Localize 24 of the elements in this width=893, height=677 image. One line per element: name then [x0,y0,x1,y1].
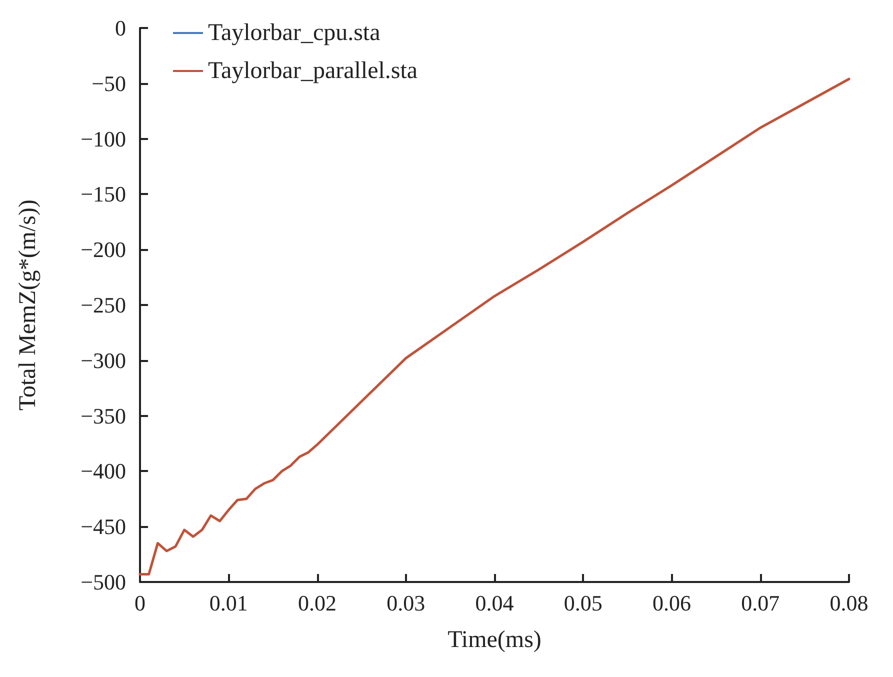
x-tick-label: 0 [134,590,146,616]
legend-label: Taylorbar_parallel.sta [208,58,418,84]
x-tick-label: 0.01 [209,590,248,616]
y-tick-label: −200 [80,237,126,262]
y-tick-label: −150 [80,182,126,207]
x-tick-label: 0.08 [830,590,868,616]
x-tick-label: 0.02 [298,590,336,616]
y-tick-label: −350 [80,403,126,428]
y-tick-label: −50 [92,70,126,96]
y-tick-label: −500 [80,570,126,594]
y-tick-label: −450 [80,514,126,540]
legend-label: Taylorbar_cpu.sta [208,20,381,46]
y-tick-label: −100 [80,126,126,152]
y-tick-label: −400 [80,458,126,484]
y-tick-label: 0 [115,16,126,40]
x-tick-label: 0.07 [741,590,780,616]
x-axis-title: Time(ms) [448,627,542,653]
y-axis-title: Total MemZ(g*(m/s)) [15,200,41,410]
y-tick-label: −250 [80,292,126,318]
x-tick-label: 0.06 [652,590,691,616]
x-tick-label: 0.04 [475,590,514,616]
x-tick-label: 0.03 [386,590,426,616]
y-tick-label: −300 [80,348,126,373]
x-tick-label: 0.05 [564,590,602,616]
